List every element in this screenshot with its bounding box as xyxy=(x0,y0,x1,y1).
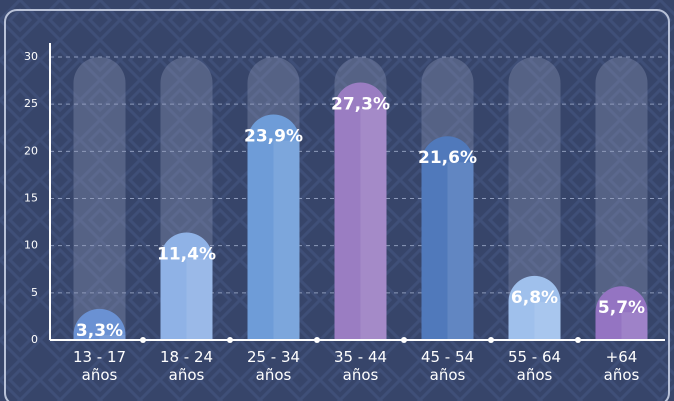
value-label: 27,3% xyxy=(331,94,390,114)
bar xyxy=(160,232,213,340)
bar-shade xyxy=(273,140,300,340)
x-axis-dot xyxy=(488,337,494,343)
value-label: 23,9% xyxy=(244,127,303,147)
value-label: 11,4% xyxy=(157,244,216,264)
x-tick-label: 25 - 34 años xyxy=(246,348,301,384)
bar-shade xyxy=(360,108,387,340)
value-label: 21,6% xyxy=(418,148,477,168)
bar xyxy=(421,136,474,340)
bar xyxy=(595,286,648,340)
bar xyxy=(247,114,300,341)
x-tick-label: +64 años xyxy=(603,348,640,384)
bar-track xyxy=(508,57,561,340)
bar xyxy=(508,275,561,340)
y-tick-label: 15 xyxy=(24,192,38,205)
y-tick-label: 5 xyxy=(31,286,38,299)
y-tick-label: 30 xyxy=(24,50,38,63)
y-tick-label: 20 xyxy=(24,144,38,157)
x-tick-label: 13 - 17 años xyxy=(72,348,127,384)
value-label: 5,7% xyxy=(598,298,645,318)
x-tick-label: 18 - 24 años xyxy=(159,348,214,384)
y-tick-label: 25 xyxy=(24,97,38,110)
x-axis-dot xyxy=(575,337,581,343)
x-axis-dot xyxy=(314,337,320,343)
bar-shade xyxy=(447,162,474,340)
bar xyxy=(334,82,387,340)
bar-shade xyxy=(621,312,648,340)
bar-shade xyxy=(186,258,213,340)
x-tick-label: 55 - 64 años xyxy=(507,348,562,384)
bar-shade xyxy=(534,301,561,340)
y-tick-label: 10 xyxy=(24,239,38,252)
bar-track xyxy=(73,57,126,340)
bar-shade xyxy=(99,334,126,340)
x-axis-dot xyxy=(401,337,407,343)
bar xyxy=(73,308,126,340)
x-axis-dot xyxy=(140,337,146,343)
y-tick-label: 0 xyxy=(31,333,38,346)
value-label: 6,8% xyxy=(511,288,558,308)
value-label: 3,3% xyxy=(76,321,123,341)
x-axis-dot xyxy=(227,337,233,343)
x-tick-label: 35 - 44 años xyxy=(333,348,388,384)
x-tick-label: 45 - 54 años xyxy=(420,348,475,384)
bar-track xyxy=(595,57,648,340)
frame xyxy=(4,9,670,401)
